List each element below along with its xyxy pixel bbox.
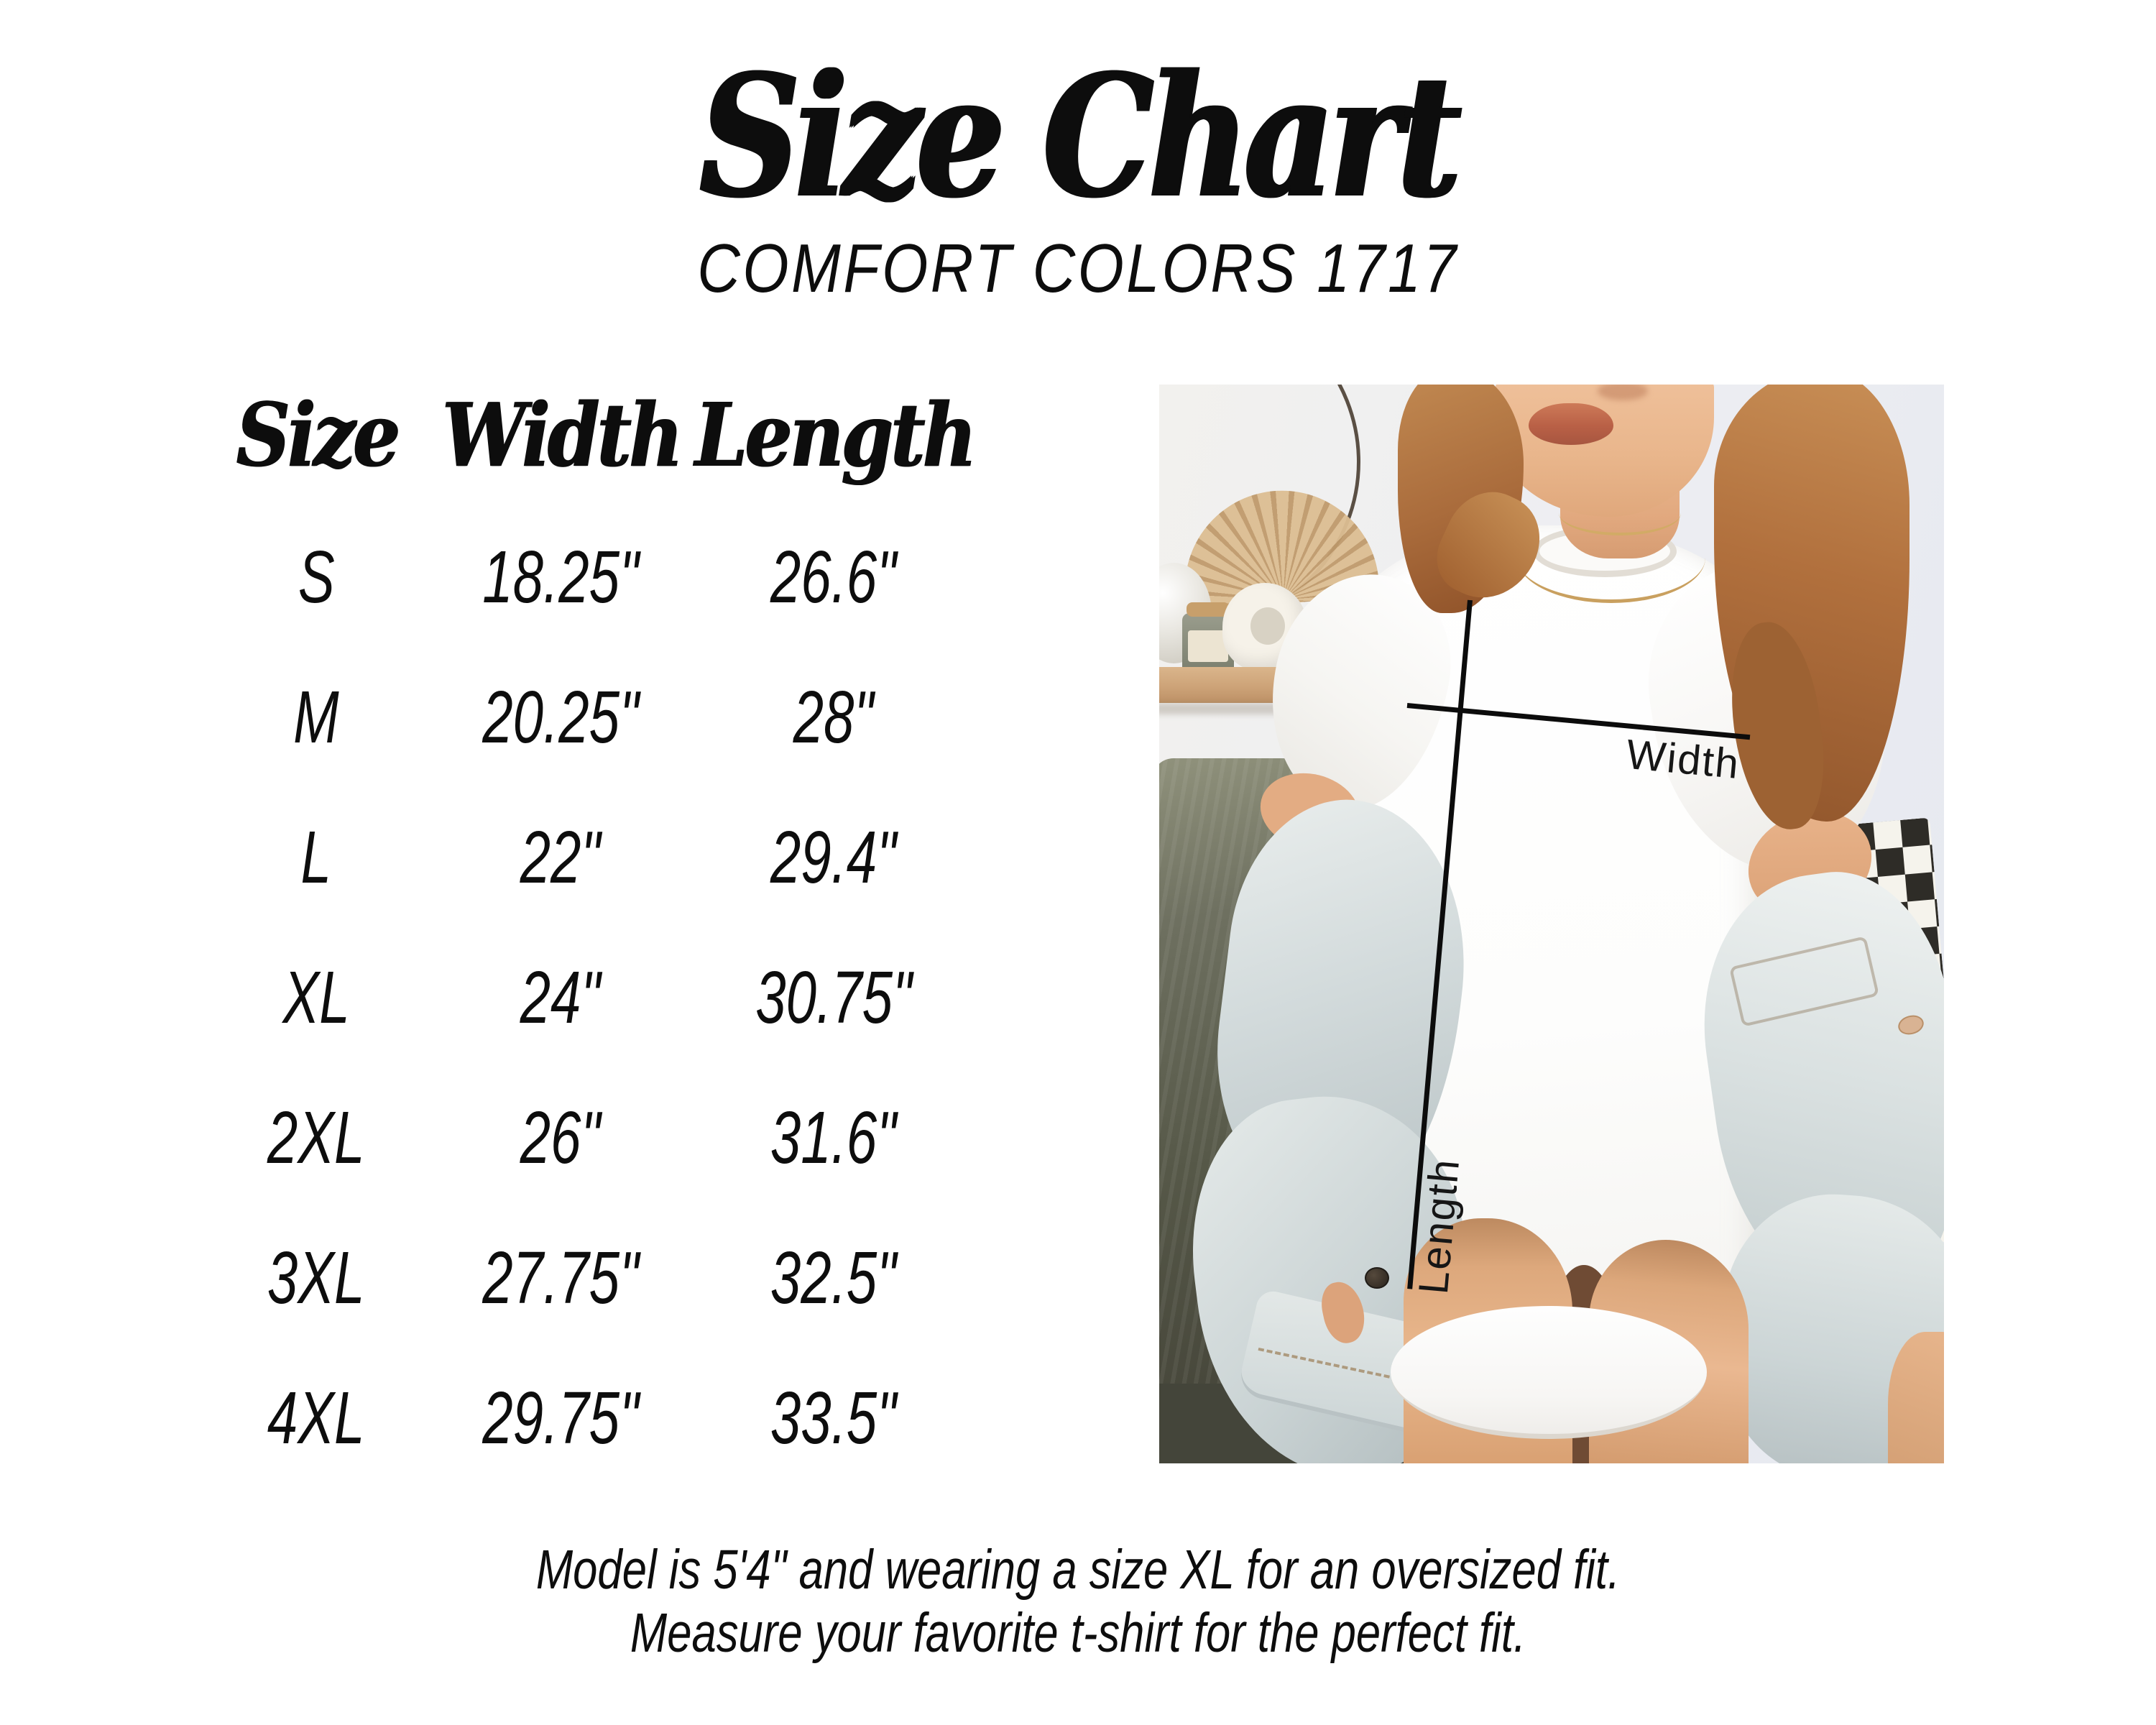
table-cell-width: 27.75"	[482, 1236, 639, 1319]
tshirt-hem	[1391, 1306, 1707, 1439]
table-cell-length: 28"	[793, 676, 874, 758]
table-cell-length: 26.6"	[770, 535, 897, 618]
gold-chain-necklace	[1517, 512, 1705, 603]
page-subtitle: COMFORT COLORS 1717	[697, 230, 1459, 307]
table-cell-size: S	[298, 535, 335, 618]
table-cell-width: 20.25"	[482, 676, 639, 758]
nose-shadow	[1598, 385, 1648, 400]
table-cell-width: 22"	[520, 816, 601, 898]
column-header-width: Width	[441, 383, 682, 487]
subtitle-block: COMFORT COLORS 1717	[0, 231, 2156, 306]
table-cell-length: 30.75"	[755, 956, 912, 1039]
denim-button	[1365, 1267, 1389, 1289]
page-title: Size Chart	[699, 37, 1462, 236]
table-cell-size: XL	[282, 956, 350, 1039]
column-header-length: Length	[694, 383, 976, 487]
jar-lid	[1187, 602, 1230, 617]
table-cell-length: 32.5"	[770, 1236, 897, 1319]
size-table: Size Width Length S 18.25" 26.6" M 20.25…	[137, 363, 1042, 1488]
table-cell-width: 24"	[520, 956, 601, 1039]
title-block: Size Chart	[0, 40, 2156, 234]
table-cell-width: 26"	[520, 1096, 601, 1179]
table-cell-length: 29.4"	[770, 816, 897, 898]
footer-note: Model is 5'4" and wearing a size XL for …	[0, 1538, 2156, 1665]
footer-line-2: Measure your favorite t-shirt for the pe…	[630, 1602, 1526, 1664]
table-cell-width: 29.75"	[482, 1376, 639, 1459]
column-header-size: Size	[235, 383, 400, 487]
table-cell-length: 33.5"	[770, 1376, 897, 1459]
jar-label	[1188, 630, 1228, 662]
table-cell-width: 18.25"	[482, 535, 639, 618]
table-cell-size: 2XL	[267, 1096, 365, 1179]
model-lips	[1529, 403, 1613, 445]
model-photo: Width Length	[1159, 385, 1944, 1463]
table-cell-size: 4XL	[267, 1376, 365, 1459]
donut-vase-hole	[1250, 607, 1285, 645]
table-cell-size: L	[300, 816, 332, 898]
model-face	[1496, 385, 1714, 517]
footer-line-1: Model is 5'4" and wearing a size XL for …	[535, 1539, 1621, 1601]
table-cell-length: 31.6"	[770, 1096, 897, 1179]
table-cell-size: 3XL	[267, 1236, 365, 1319]
table-cell-size: M	[293, 676, 339, 758]
